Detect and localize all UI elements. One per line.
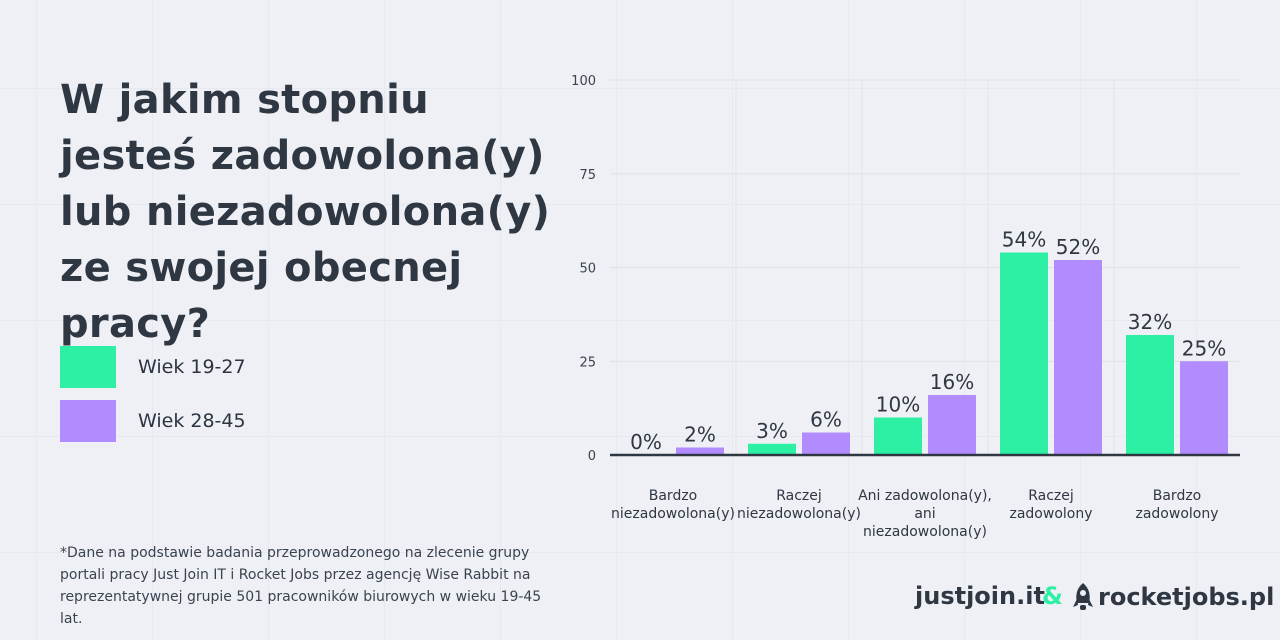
legend-swatch-green xyxy=(60,346,116,388)
data-label: 2% xyxy=(684,423,716,447)
bar xyxy=(874,417,922,455)
legend-item-age-19-27: Wiek 19-27 xyxy=(60,346,246,388)
legend: Wiek 19-27 Wiek 28-45 xyxy=(60,346,246,454)
bar xyxy=(1126,335,1174,455)
data-label: 0% xyxy=(630,430,662,454)
bar xyxy=(1180,361,1228,455)
category-label-line: zadowolony xyxy=(1135,506,1218,522)
bar xyxy=(748,443,796,455)
rocketjobs-logo: rocketjobs.pl xyxy=(1072,582,1274,612)
category-label-line: Raczej xyxy=(776,488,822,504)
category-label: Raczej zadowolony xyxy=(1009,488,1092,522)
y-tick-label: 0 xyxy=(588,449,596,464)
category-label-line: ani xyxy=(914,506,935,522)
category-label: Bardzo niezadowolona(y) xyxy=(611,488,735,522)
data-label: 3% xyxy=(756,419,788,443)
footnote: *Dane na podstawie badania przeprowadzon… xyxy=(60,545,542,627)
category-label: Ani zadowolona(y), ani niezadowolona(y) xyxy=(858,488,992,540)
data-label: 6% xyxy=(810,408,842,432)
legend-item-age-28-45: Wiek 28-45 xyxy=(60,400,246,442)
category-label-line: Bardzo xyxy=(649,488,698,504)
bar xyxy=(1054,260,1102,455)
data-label: 10% xyxy=(876,393,920,417)
data-label: 32% xyxy=(1128,310,1172,334)
legend-swatch-purple xyxy=(60,400,116,442)
category-label-line: Ani zadowolona(y), xyxy=(858,488,992,504)
justjoin-logo: justjoin.it xyxy=(915,582,1045,610)
category-label-line: zadowolony xyxy=(1009,506,1092,522)
category-label-line: Raczej xyxy=(1028,488,1074,504)
bar xyxy=(676,447,724,455)
data-label: 16% xyxy=(930,370,974,394)
y-tick-label: 25 xyxy=(579,355,596,370)
bar xyxy=(928,395,976,455)
bar xyxy=(1000,252,1048,455)
data-label: 25% xyxy=(1182,336,1226,360)
rocketjobs-label: rocketjobs.pl xyxy=(1098,583,1275,611)
y-tick-label: 50 xyxy=(579,262,596,277)
category-label-line: niezadowolona(y) xyxy=(737,506,861,522)
y-tick-label: 75 xyxy=(579,168,596,183)
category-label-line: niezadowolona(y) xyxy=(863,524,987,540)
data-label: 54% xyxy=(1002,228,1046,252)
ampersand: & xyxy=(1042,582,1063,610)
data-label: 52% xyxy=(1056,235,1100,259)
category-label-line: Bardzo xyxy=(1153,488,1202,504)
category-label-line: niezadowolona(y) xyxy=(611,506,735,522)
page-title: W jakim stopniu jesteś zadowolona(y) lub… xyxy=(60,77,551,347)
rocket-icon xyxy=(1073,583,1093,610)
bar xyxy=(802,432,850,455)
category-label: Bardzo zadowolony xyxy=(1135,488,1218,522)
category-label: Raczej niezadowolona(y) xyxy=(737,488,861,522)
legend-label: Wiek 28-45 xyxy=(138,410,246,432)
bar-chart: 0 25 50 75 100 0% 2% Bardzo niezadowolona(y) 3% 6%… xyxy=(571,74,1240,540)
y-tick-label: 100 xyxy=(571,74,596,89)
legend-label: Wiek 19-27 xyxy=(138,356,246,378)
